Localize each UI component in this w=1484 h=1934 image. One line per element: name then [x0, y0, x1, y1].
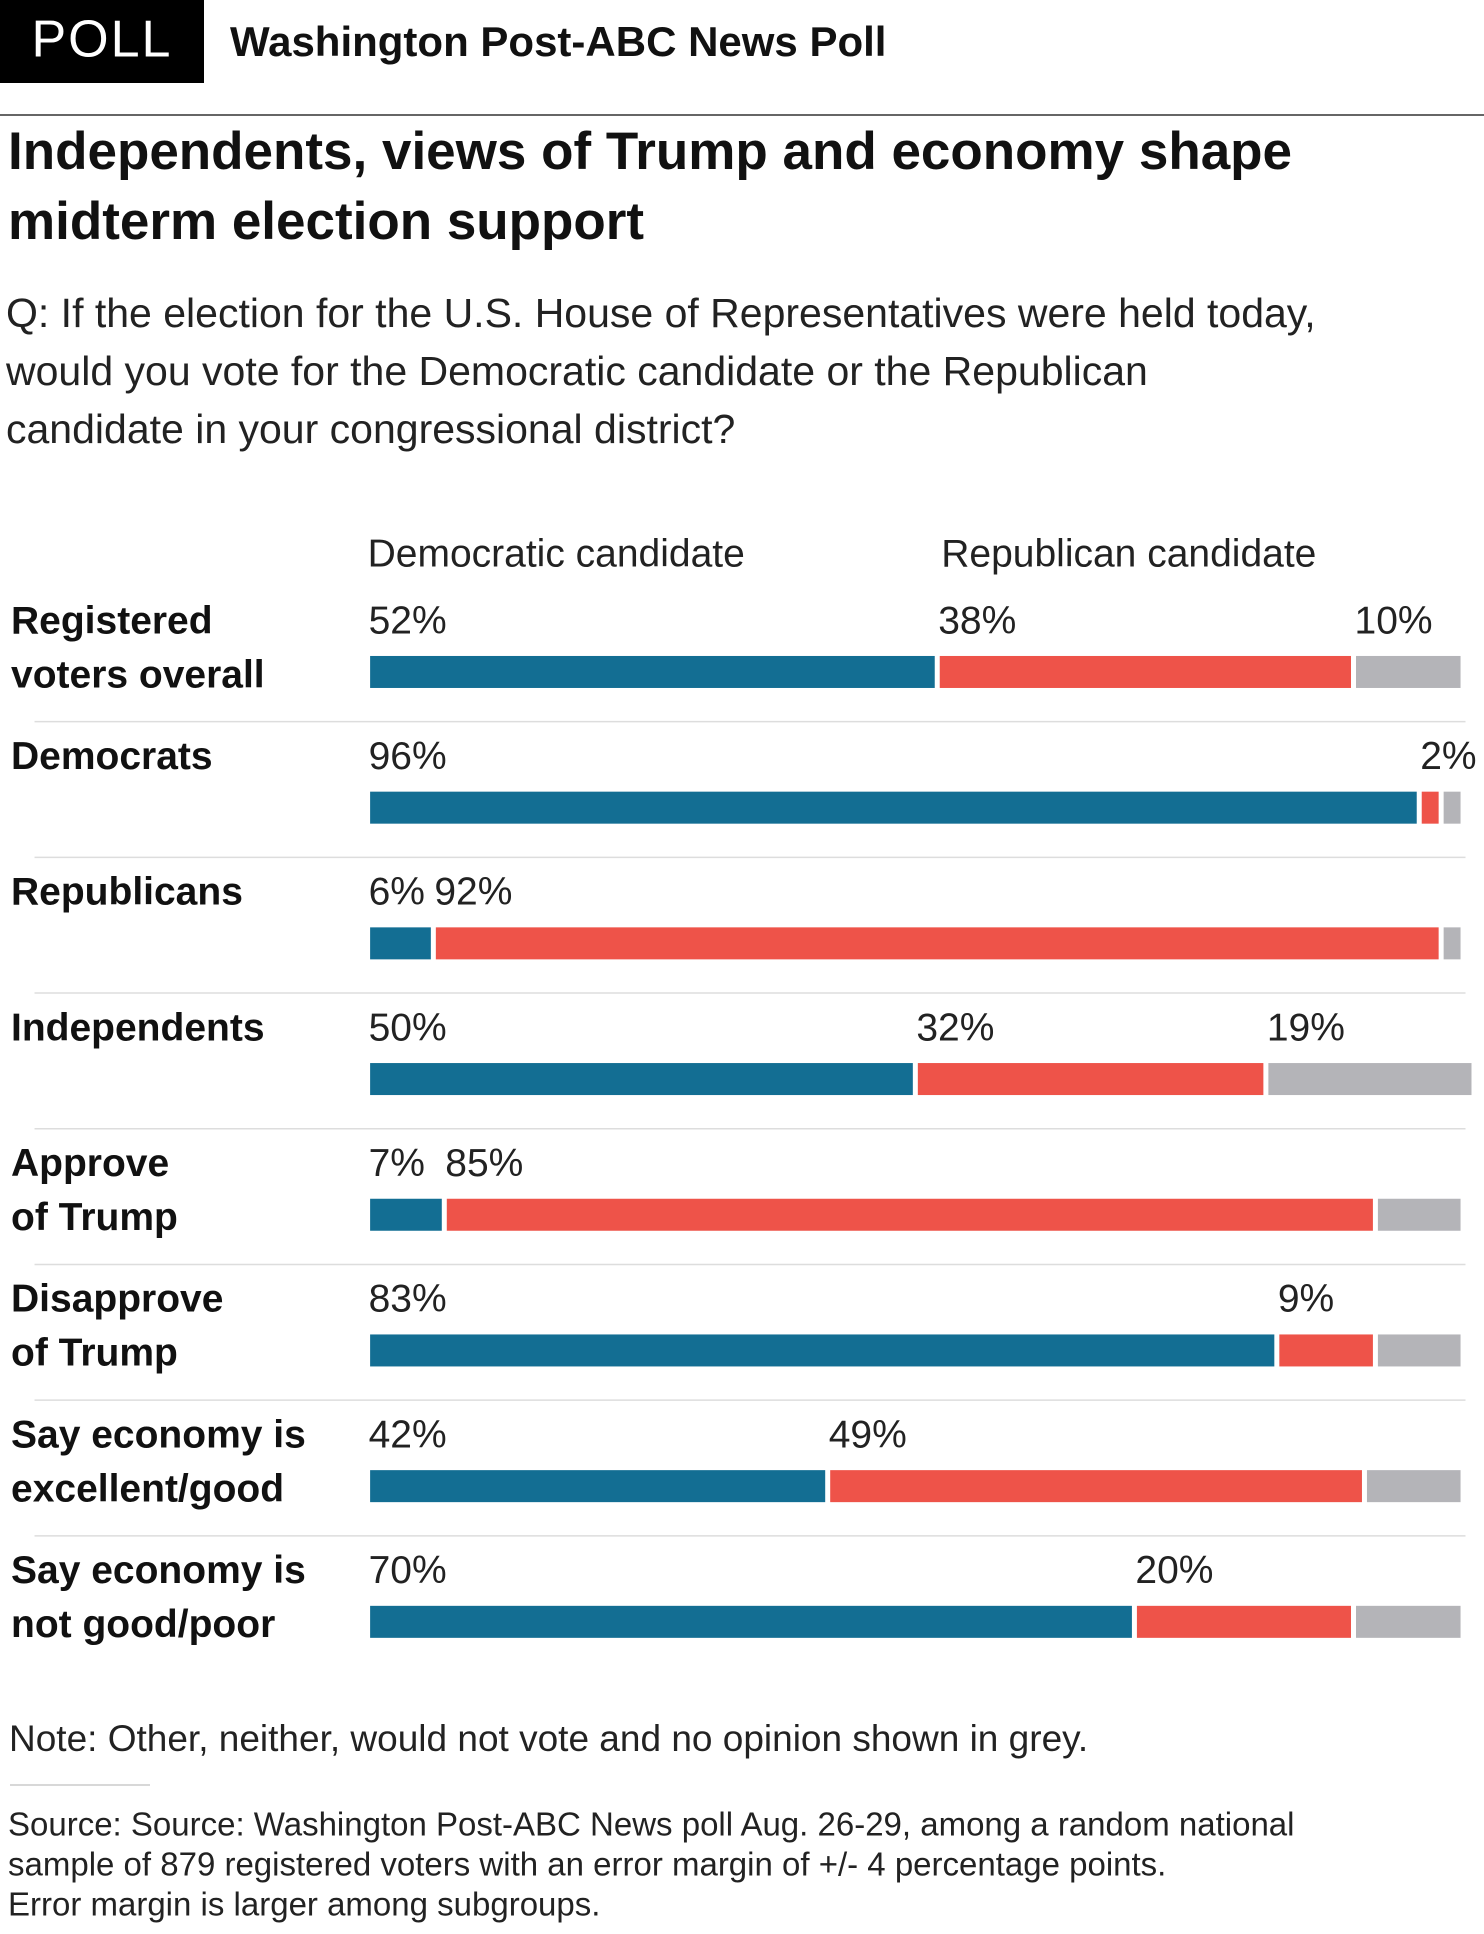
- source: sample of 879 registered voters with an …: [8, 1846, 1166, 1883]
- category-label: excellent/good: [11, 1467, 284, 1510]
- category-label: voters overall: [11, 653, 265, 696]
- value-label: 38%: [938, 599, 1016, 642]
- subtitle: would you vote for the Democratic candid…: [5, 348, 1148, 394]
- category-label: Disapprove: [11, 1278, 223, 1321]
- category-label: of Trump: [11, 1196, 178, 1239]
- category-label: Say economy is: [11, 1413, 306, 1456]
- category-label: of Trump: [11, 1332, 178, 1375]
- value-label: 19%: [1267, 1006, 1345, 1049]
- bar-segment: [370, 1605, 1132, 1638]
- bar-segment: [435, 927, 1439, 960]
- legend-label: Democratic candidate: [368, 533, 745, 576]
- value-label: 7%: [369, 1142, 425, 1185]
- value-label: 10%: [1355, 599, 1433, 642]
- category-label: not good/poor: [11, 1603, 275, 1646]
- bar-segment: [370, 927, 431, 960]
- bar-segment: [370, 1198, 442, 1231]
- note: Note: Other, neither, would not vote and…: [9, 1718, 1088, 1759]
- value-label: 85%: [445, 1142, 523, 1185]
- bar-segment: [1279, 1334, 1373, 1367]
- value-label: 83%: [369, 1278, 447, 1321]
- legend-label: Republican candidate: [941, 533, 1316, 576]
- value-label: 70%: [369, 1549, 447, 1592]
- value-label: 42%: [369, 1413, 447, 1456]
- value-label: 9%: [1278, 1278, 1334, 1321]
- value-label: 2%: [1420, 735, 1476, 778]
- bar-segment: [1377, 1198, 1461, 1231]
- category-label: Republicans: [11, 871, 243, 914]
- bar-segment: [1356, 655, 1461, 688]
- bar-segment: [917, 1063, 1264, 1096]
- bar-segment: [1377, 1334, 1461, 1367]
- bar-segment: [1443, 791, 1461, 824]
- value-label: 6%: [369, 871, 425, 914]
- value-label: 96%: [369, 735, 447, 778]
- bar-segment: [370, 1334, 1275, 1367]
- bar-segment: [1136, 1605, 1352, 1638]
- value-label: 92%: [434, 871, 512, 914]
- bar-segment: [1443, 927, 1461, 960]
- category-label: Say economy is: [11, 1549, 306, 1592]
- category-label: Democrats: [11, 735, 213, 778]
- bar-segment: [939, 655, 1352, 688]
- bar-segment: [370, 655, 935, 688]
- category-label: Approve: [11, 1142, 169, 1185]
- bar-segment: [370, 791, 1417, 824]
- bar-segment: [1366, 1470, 1461, 1503]
- chart-title: Independents, views of Trump and economy…: [8, 122, 1292, 181]
- category-label: Registered: [11, 599, 213, 642]
- bar-segment: [446, 1198, 1373, 1231]
- subtitle: Q: If the election for the U.S. House of…: [6, 290, 1316, 336]
- value-label: 32%: [916, 1006, 994, 1049]
- bar-segment: [1356, 1605, 1461, 1638]
- value-label: 50%: [369, 1006, 447, 1049]
- bar-segment: [830, 1470, 1362, 1503]
- source: Error margin is larger among subgroups.: [8, 1886, 600, 1923]
- bar-segment: [1268, 1063, 1472, 1096]
- badge-box: [0, 0, 204, 83]
- value-label: 52%: [369, 599, 447, 642]
- category-label: Independents: [11, 1006, 265, 1049]
- chart-title: midterm election support: [8, 192, 644, 251]
- bar-segment: [370, 1063, 913, 1096]
- bar-segment: [1421, 791, 1439, 824]
- subtitle: candidate in your congressional district…: [6, 406, 735, 452]
- badge: POLL: [32, 11, 173, 69]
- value-label: 49%: [829, 1413, 907, 1456]
- value-label: 20%: [1135, 1549, 1213, 1592]
- source: Source: Source: Washington Post-ABC News…: [8, 1806, 1294, 1843]
- header-title: Washington Post-ABC News Poll: [230, 18, 886, 65]
- bar-segment: [370, 1470, 826, 1503]
